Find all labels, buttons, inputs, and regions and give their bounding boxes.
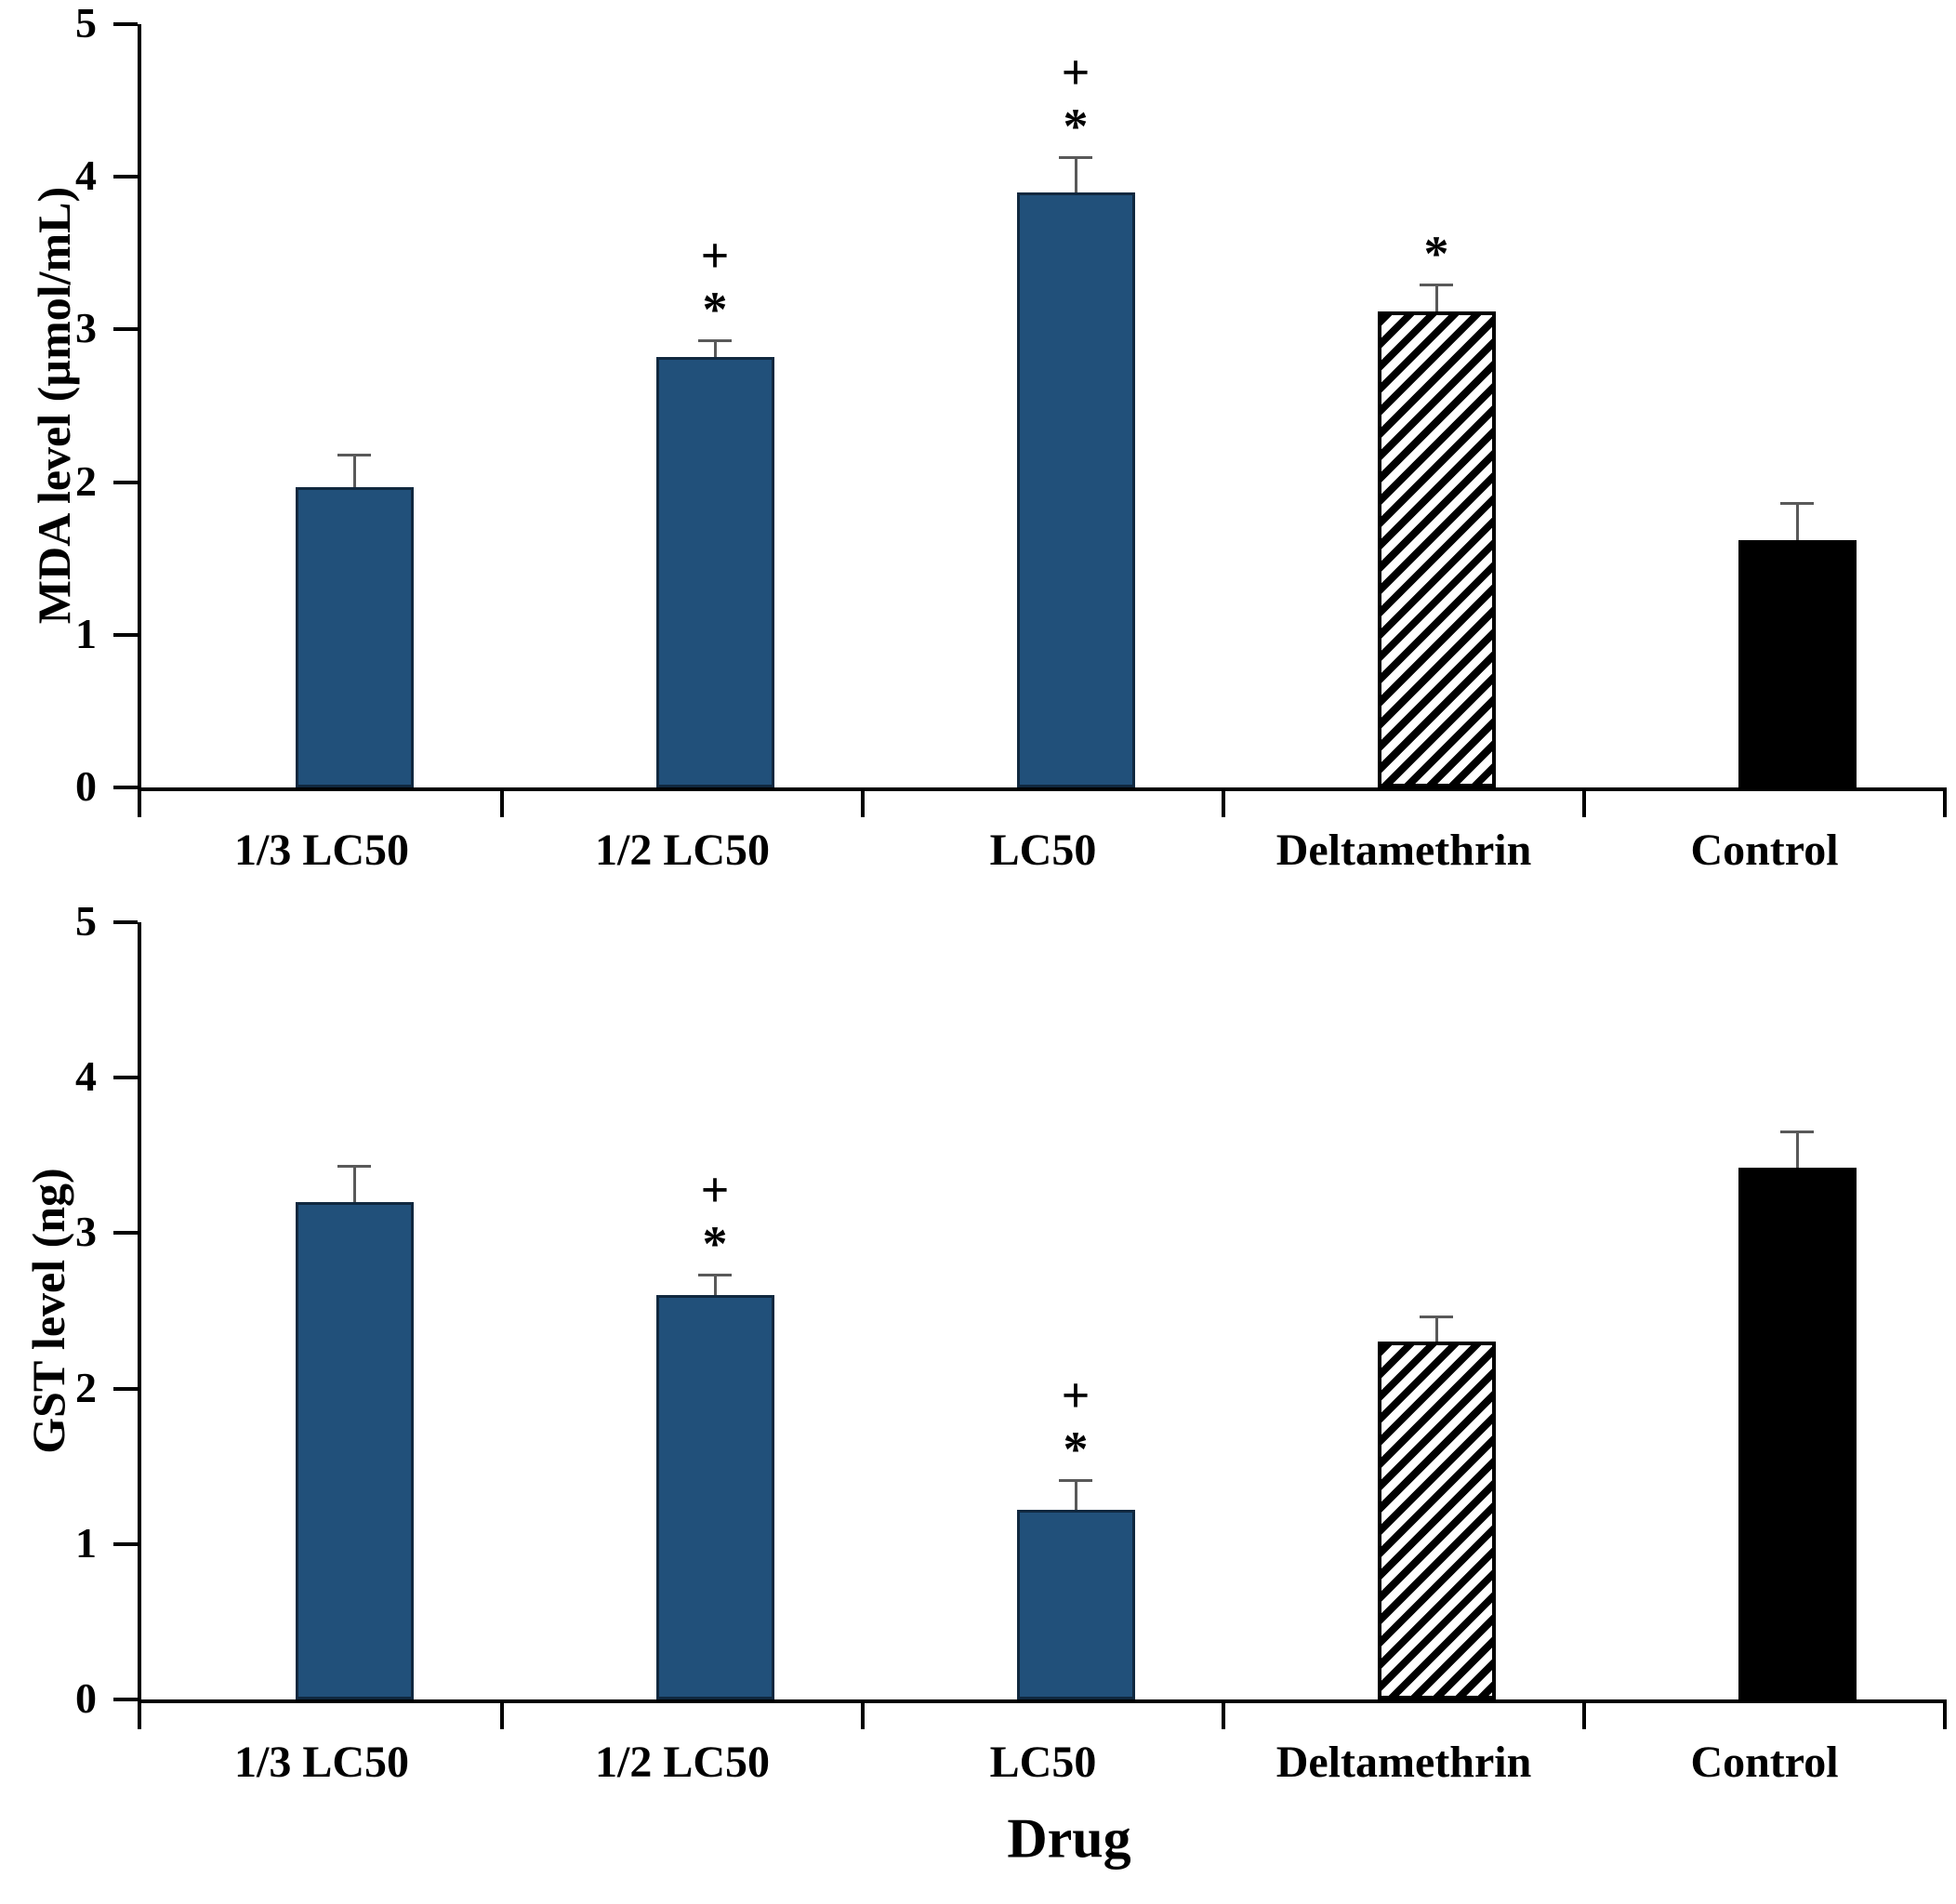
significance-marker: + xyxy=(700,227,730,284)
category-label: Control xyxy=(1690,826,1839,875)
error-bar-cap xyxy=(1780,502,1814,506)
y-axis-tick xyxy=(113,1698,138,1701)
y-axis-tick xyxy=(113,1231,138,1236)
x-axis-tick xyxy=(1943,1699,1947,1729)
x-axis-tick xyxy=(1222,787,1225,817)
x-axis-tick xyxy=(1582,1699,1586,1729)
bar-deltamethrin xyxy=(1377,1342,1496,1699)
category-label: 1/2 LC50 xyxy=(594,1738,770,1787)
category-label: LC50 xyxy=(989,826,1097,875)
error-bar-cap xyxy=(1420,1316,1453,1319)
y-axis-tick xyxy=(113,175,138,179)
x-axis-tick xyxy=(138,1699,141,1729)
y-tick-label: 4 xyxy=(75,152,97,200)
error-bar xyxy=(1434,1318,1438,1342)
bar-1-3-lc50 xyxy=(295,486,414,787)
y-axis-tick xyxy=(113,327,138,332)
bar-1-3-lc50 xyxy=(295,1201,414,1699)
x-axis-tick xyxy=(500,1699,504,1729)
y-tick-label: 5 xyxy=(75,0,97,46)
category-label: 1/2 LC50 xyxy=(594,826,770,875)
error-bar xyxy=(713,1276,717,1296)
x-axis-tick xyxy=(861,1699,865,1729)
y-axis-tick xyxy=(113,1386,138,1391)
y-axis-tick xyxy=(113,1541,138,1546)
x-axis-tick xyxy=(1943,787,1947,817)
significance-marker: + xyxy=(1061,1367,1090,1423)
error-bar-cap xyxy=(1059,1478,1092,1482)
x-axis-tick xyxy=(138,787,141,817)
gst-chart-plot-area: 0 1 2 3 4 5 1/3 LC50 * +1/2 LC50 * + LC50 Deltamethr… xyxy=(75,900,1947,1787)
x-axis-tick xyxy=(1222,1699,1225,1729)
significance-marker: + xyxy=(1061,44,1090,100)
y-tick-label: 3 xyxy=(75,304,97,352)
bar-1-2-lc50 xyxy=(655,356,774,787)
error-bar-cap xyxy=(1059,155,1092,159)
error-bar xyxy=(352,456,356,487)
bar-lc50 xyxy=(1016,192,1135,787)
significance-marker: + xyxy=(700,1162,730,1219)
error-bar xyxy=(1795,505,1799,540)
significance-marker: * xyxy=(702,281,728,337)
y-tick-label: 0 xyxy=(75,1674,97,1722)
error-bar-cap xyxy=(1780,1130,1814,1134)
y-axis-tick xyxy=(113,632,138,637)
error-bar xyxy=(352,1168,356,1202)
significance-marker: * xyxy=(702,1216,728,1273)
y-tick-label: 2 xyxy=(75,456,97,505)
y-axis-tick xyxy=(113,920,138,924)
error-bar-cap xyxy=(698,338,732,342)
mda-y-axis-label: MDA level (µmol/mL) xyxy=(28,186,80,625)
y-axis-tick xyxy=(113,480,138,484)
error-bar-cap xyxy=(337,1165,371,1169)
category-label: Control xyxy=(1690,1738,1839,1787)
y-axis-tick xyxy=(113,786,138,789)
x-axis-tick xyxy=(500,787,504,817)
y-tick-label: 3 xyxy=(75,1208,97,1256)
x-axis-tick xyxy=(861,787,865,817)
error-bar xyxy=(1074,1481,1077,1511)
error-bar xyxy=(1795,1133,1799,1169)
error-bar-cap xyxy=(337,453,371,456)
y-tick-label: 4 xyxy=(75,1052,97,1101)
category-label: 1/3 LC50 xyxy=(233,826,409,875)
y-tick-label: 2 xyxy=(75,1363,97,1411)
x-axis-label: Drug xyxy=(1007,1807,1131,1870)
error-bar-cap xyxy=(698,1274,732,1277)
error-bar xyxy=(1074,158,1077,192)
y-tick-label: 5 xyxy=(75,897,97,945)
category-label: LC50 xyxy=(989,1738,1097,1787)
significance-marker: * xyxy=(1423,226,1449,283)
error-bar-cap xyxy=(1420,284,1453,287)
significance-marker: * xyxy=(1063,98,1089,154)
y-axis-tick xyxy=(113,22,138,26)
category-label: 1/3 LC50 xyxy=(233,1738,409,1787)
category-label: Deltamethrin xyxy=(1275,1738,1532,1787)
y-tick-label: 1 xyxy=(75,609,97,657)
significance-marker: * xyxy=(1063,1421,1089,1477)
y-tick-label: 0 xyxy=(75,762,97,810)
error-bar xyxy=(1434,286,1438,311)
y-tick-label: 1 xyxy=(75,1518,97,1567)
error-bar xyxy=(713,341,717,357)
bar-control xyxy=(1738,1168,1857,1699)
x-axis-tick xyxy=(1582,787,1586,817)
bar-control xyxy=(1738,540,1857,787)
bar-deltamethrin xyxy=(1377,311,1496,787)
category-label: Deltamethrin xyxy=(1275,826,1532,875)
bar-lc50 xyxy=(1016,1510,1135,1699)
mda-chart-plot-area: 0 1 2 3 4 5 1/3 LC50 * +1/2 LC50 * + LC50 * Deltameth… xyxy=(75,2,1947,875)
y-axis-tick xyxy=(113,1076,138,1080)
bar-1-2-lc50 xyxy=(655,1295,774,1699)
